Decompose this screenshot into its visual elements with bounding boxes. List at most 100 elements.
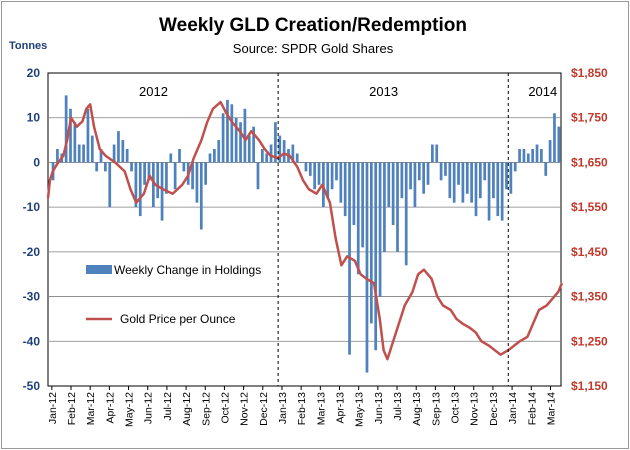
x-tick-label: Mar-12 xyxy=(85,392,97,425)
holdings-bar xyxy=(191,162,194,190)
holdings-bar xyxy=(557,126,561,163)
legend-swatch-bars xyxy=(86,265,112,274)
right-tick-label: $1,650 xyxy=(571,155,608,169)
right-axis-ticks: $1,850 $1,750 $1,650 $1,550 $1,450 $1,350 $1,2… xyxy=(571,66,608,393)
x-tick-label: Oct-13 xyxy=(450,392,462,424)
holdings-bar xyxy=(361,162,364,248)
left-tick-label: 0 xyxy=(33,155,40,169)
holdings-bar xyxy=(117,131,120,163)
holdings-bar xyxy=(417,162,421,181)
holdings-bar xyxy=(195,162,199,203)
holdings-bar xyxy=(452,162,456,203)
holdings-bar xyxy=(104,162,107,172)
holdings-bar xyxy=(457,162,460,185)
holdings-bar xyxy=(73,122,77,163)
x-tick-label: Nov-12 xyxy=(239,392,251,426)
holdings-bar xyxy=(548,140,552,163)
right-tick-label: $1,750 xyxy=(571,111,608,125)
right-tick-label: $1,350 xyxy=(571,290,608,304)
holdings-bar xyxy=(121,140,125,163)
holdings-bar xyxy=(77,144,81,163)
holdings-bar xyxy=(383,162,386,252)
holdings-bar xyxy=(535,144,539,163)
holdings-bar xyxy=(470,162,473,203)
legend-label-line: Gold Price per Ounce xyxy=(120,312,236,326)
left-tick-label: -50 xyxy=(23,379,41,393)
holdings-bar xyxy=(260,149,264,163)
holdings-bar xyxy=(431,144,434,163)
holdings-bar xyxy=(143,162,146,185)
year-label: 2013 xyxy=(369,84,398,99)
holdings-bar xyxy=(182,162,186,172)
holdings-bar xyxy=(352,162,356,226)
holdings-bar xyxy=(274,122,277,163)
x-tick-label: Mar-13 xyxy=(315,392,327,425)
holdings-bar xyxy=(217,140,221,163)
holdings-bar xyxy=(439,162,443,181)
holdings-bar xyxy=(404,162,408,266)
holdings-bar xyxy=(125,149,129,163)
holdings-bar xyxy=(134,162,138,208)
left-tick-label: -30 xyxy=(23,290,41,304)
holdings-bar xyxy=(199,162,203,230)
holdings-bar xyxy=(339,162,343,203)
x-tick-label: Jan-14 xyxy=(507,392,519,424)
holdings-bar xyxy=(56,149,59,163)
year-label: 2014 xyxy=(528,84,557,99)
x-tick-label: Aug-13 xyxy=(411,392,423,426)
holdings-bar xyxy=(95,162,99,172)
gridlines xyxy=(48,117,561,342)
holdings-bar xyxy=(369,162,373,324)
chart-subtitle: Source: SPDR Gold Shares xyxy=(233,41,394,56)
x-tick-label: Jan-12 xyxy=(47,392,59,424)
holdings-bar xyxy=(178,149,181,163)
chart-title: Weekly GLD Creation/Redemption xyxy=(159,15,467,36)
holdings-bar xyxy=(138,162,142,217)
right-tick-label: $1,150 xyxy=(571,379,608,393)
holdings-bar xyxy=(531,149,535,163)
holdings-bar xyxy=(461,162,465,203)
x-tick-label: Jun-13 xyxy=(373,392,385,424)
x-tick-label: Jul-13 xyxy=(392,392,404,421)
x-tick-label: Dec-12 xyxy=(258,392,270,426)
holdings-bar xyxy=(165,162,168,194)
holdings-bar xyxy=(335,162,338,181)
x-tick-label: Sep-12 xyxy=(200,392,212,426)
holdings-bar xyxy=(300,162,303,163)
holdings-bar xyxy=(553,113,556,163)
holdings-bar xyxy=(396,162,399,252)
right-tick-label: $1,250 xyxy=(571,334,608,348)
holdings-bar xyxy=(465,162,469,194)
left-tick-label: 20 xyxy=(27,66,41,80)
legend-label-bars: Weekly Change in Holdings xyxy=(114,263,261,277)
holdings-bar xyxy=(252,126,255,163)
holdings-bar xyxy=(343,162,347,217)
x-tick-label: Sep-13 xyxy=(430,392,442,426)
holdings-bar xyxy=(160,162,164,221)
holdings-bar xyxy=(265,153,269,163)
x-tick-label: Feb-13 xyxy=(296,392,308,425)
x-tick-label: Dec-13 xyxy=(488,392,500,426)
holdings-bar xyxy=(151,162,155,208)
holdings-bar xyxy=(64,95,68,163)
holdings-bar xyxy=(90,135,94,163)
holdings-bar xyxy=(221,113,225,163)
holdings-bar xyxy=(243,108,247,163)
holdings-bar xyxy=(365,162,369,373)
holdings-bar xyxy=(505,162,508,190)
holdings-bar xyxy=(313,162,317,190)
holdings-bar xyxy=(291,144,295,163)
holdings-bar xyxy=(496,162,500,217)
holdings-bar xyxy=(409,162,412,190)
holdings-bar xyxy=(483,162,487,181)
holdings-bar xyxy=(522,149,526,163)
holdings-bar xyxy=(435,144,439,163)
holdings-bar xyxy=(426,162,430,185)
x-axis-ticks: Jan-12 Feb-12 Mar-12 Apr-12 May-12 Jun-12 Jul-… xyxy=(47,386,557,427)
holdings-bar xyxy=(422,162,426,194)
holdings-bar xyxy=(387,162,391,208)
holdings-bar xyxy=(82,144,85,163)
holdings-bars xyxy=(51,95,561,373)
holdings-bar xyxy=(374,162,378,351)
y-axis-unit-label: Tonnes xyxy=(9,40,47,52)
